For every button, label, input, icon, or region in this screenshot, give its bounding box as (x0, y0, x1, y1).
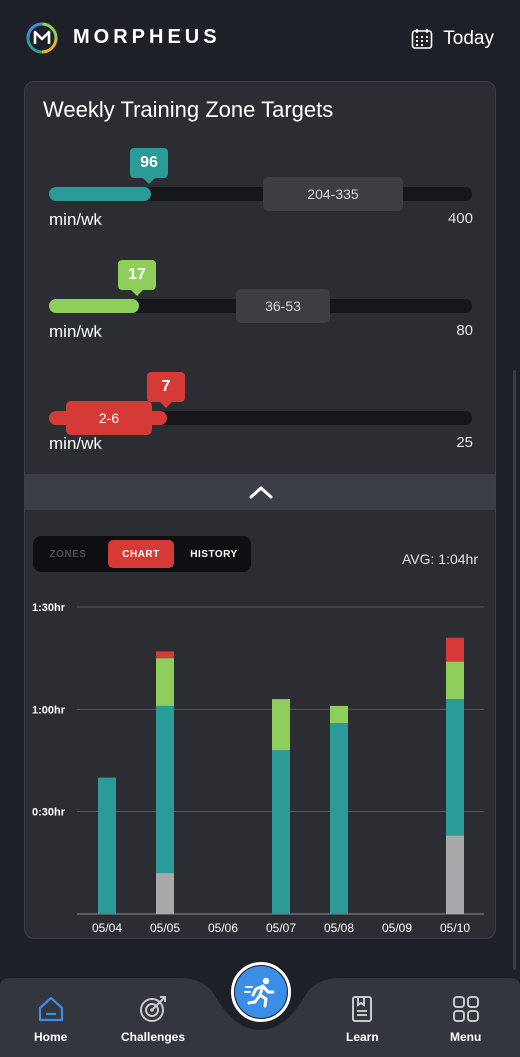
scrollbar[interactable] (513, 370, 516, 970)
zone-current-badge: 96 (130, 148, 168, 184)
calendar-icon (411, 29, 433, 49)
y-tick-label: 1:30hr (32, 602, 66, 614)
nav-home[interactable]: Home (34, 994, 67, 1044)
zone-max: 80 (456, 322, 473, 339)
nav-learn-label: Learn (346, 1030, 379, 1044)
book-icon (352, 996, 373, 1022)
y-tick-label: 1:00hr (32, 704, 66, 716)
chart-bar-segment (446, 637, 464, 662)
x-tick-label: 05/10 (440, 921, 470, 935)
home-icon (38, 996, 63, 1022)
tab-history[interactable]: HISTORY (190, 548, 238, 560)
x-tick-label: 05/09 (382, 921, 412, 935)
chart-bar-segment (446, 661, 464, 700)
zone-range-label: 204-335 (263, 177, 403, 211)
today-button[interactable]: Today (411, 25, 494, 53)
zone-max: 25 (456, 434, 473, 451)
zone-unit: min/wk (49, 434, 102, 453)
x-tick-label: 05/08 (324, 921, 354, 935)
zone-progress-fill (49, 187, 151, 201)
nav-challenges[interactable]: Challenges (121, 994, 185, 1044)
zone-range-label: 36-53 (236, 289, 330, 323)
tab-zones[interactable]: ZONES (49, 548, 87, 560)
chart-bar-segment (98, 777, 116, 914)
zone-target-1: 96 204-335 min/wk 400 (25, 144, 495, 254)
nav-menu-label: Menu (450, 1030, 482, 1044)
chart-bar-segment (330, 705, 348, 723)
nav-learn[interactable]: Learn (346, 994, 379, 1044)
chart-bar-segment (156, 651, 174, 659)
chevron-up-icon (249, 486, 273, 499)
card-title: Weekly Training Zone Targets (43, 97, 334, 122)
zone-target-3: 7 2-6 min/wk 25 (25, 368, 495, 478)
zone-track (49, 187, 472, 201)
weekly-stacked-bar-chart: 0:30hr 1:00hr 1:30hr 05/04 05/05 05/06 05/07 05… (32, 602, 484, 935)
x-tick-label: 05/05 (150, 921, 180, 935)
zone-target-2: 17 36-53 min/wk 80 (25, 256, 495, 366)
grid-icon (452, 996, 479, 1022)
zone-progress-fill (49, 299, 139, 313)
x-tick-label: 05/04 (92, 921, 122, 935)
chart-bar-segment (156, 873, 174, 914)
x-tick-label: 05/07 (266, 921, 296, 935)
chart-bar-segment (330, 722, 348, 914)
x-tick-label: 05/06 (208, 921, 238, 935)
training-zone-card: Weekly Training Zone Targets 96 204-335 … (24, 81, 496, 939)
average-label: AVG: 1:04hr (401, 551, 478, 567)
target-icon (140, 996, 167, 1022)
zone-unit: min/wk (49, 210, 102, 229)
app-header: MORPHEUS Today (0, 0, 520, 78)
nav-home-label: Home (34, 1030, 68, 1044)
y-tick-label: 0:30hr (32, 807, 66, 819)
brand-name: MORPHEUS (73, 26, 221, 48)
today-label: Today (443, 28, 494, 49)
chart-bar-segment (272, 750, 290, 914)
chart-bar-segment (156, 658, 174, 706)
view-segmented-control: ZONES CHART HISTORY (33, 536, 251, 572)
nav-menu[interactable]: Menu (450, 994, 481, 1044)
zone-current-badge: 17 (118, 260, 156, 296)
chart-bar-segment (156, 705, 174, 874)
zone-current-badge: 7 (147, 372, 185, 408)
chart-bar-segment (272, 699, 290, 751)
start-workout-button[interactable] (231, 962, 291, 1022)
bottom-nav: Home Challenges Learn Menu (0, 978, 520, 1057)
nav-background (0, 978, 520, 1057)
running-icon (244, 977, 275, 1008)
chart-bar-segment (446, 699, 464, 836)
tab-chart[interactable]: CHART (108, 540, 174, 568)
chart-bar-segment (446, 835, 464, 914)
zone-max: 400 (447, 210, 473, 227)
collapse-toggle[interactable] (25, 474, 495, 510)
nav-challenges-label: Challenges (121, 1030, 186, 1044)
morpheus-logo[interactable] (26, 22, 58, 54)
zone-unit: min/wk (49, 322, 102, 341)
zone-range-label: 2-6 (66, 401, 152, 435)
